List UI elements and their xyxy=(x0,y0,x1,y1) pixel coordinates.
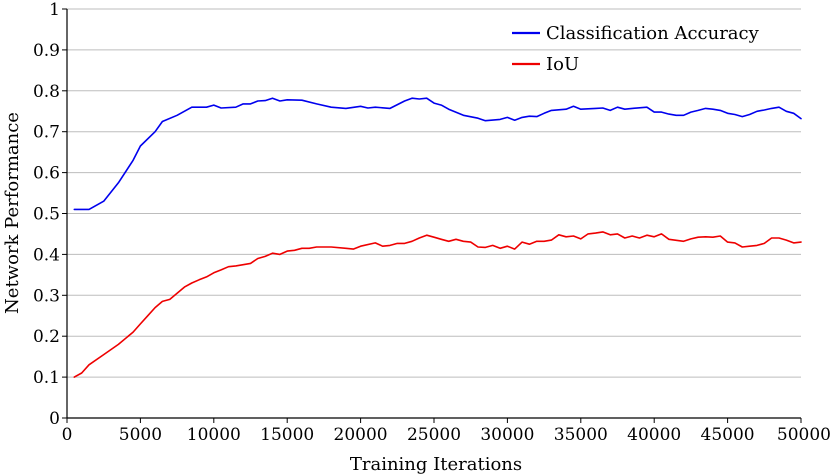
x-tick-label: 30000 xyxy=(480,425,534,445)
series-line-classification-accuracy xyxy=(73,97,802,211)
series-line-iou xyxy=(73,231,802,378)
x-tick-label: 5000 xyxy=(119,425,162,445)
x-axis-title: Training Iterations xyxy=(350,454,522,475)
gridlines xyxy=(67,8,801,378)
y-tick-label: 0.5 xyxy=(33,205,60,225)
legend: Classification Accuracy IoU xyxy=(512,23,760,75)
series-lines xyxy=(73,97,802,378)
y-tick-label: 0.1 xyxy=(33,368,60,388)
y-tick-label: 0.9 xyxy=(33,41,60,61)
x-tick-label: 35000 xyxy=(554,425,608,445)
x-tick-label: 20000 xyxy=(334,425,388,445)
x-tick-labels: 0 5000 10000 15000 20000 25000 30000 35000 40000… xyxy=(62,425,831,445)
y-tick-label: 0.8 xyxy=(33,82,60,102)
y-tick-label: 0.3 xyxy=(33,286,60,306)
y-tick-label: 0.2 xyxy=(33,327,60,347)
x-tick-label: 40000 xyxy=(627,425,681,445)
y-tick-label: 0 xyxy=(49,409,60,429)
y-tick-label: 0.7 xyxy=(33,123,60,143)
y-tick-label: 1 xyxy=(49,0,60,20)
x-tick-label: 25000 xyxy=(407,425,461,445)
x-tick-label: 45000 xyxy=(701,425,755,445)
axes xyxy=(62,8,802,423)
legend-label-iou: IoU xyxy=(546,54,579,75)
x-tick-label: 0 xyxy=(62,425,73,445)
legend-label-accuracy: Classification Accuracy xyxy=(546,23,760,44)
y-tick-label: 0.6 xyxy=(33,164,60,184)
y-tick-label: 0.4 xyxy=(33,245,60,265)
y-axis-title: Network Performance xyxy=(2,112,23,314)
y-tick-labels: 0 0.1 0.2 0.3 0.4 0.5 0.6 0.7 0.8 0.9 1 xyxy=(33,0,60,429)
x-tick-label: 10000 xyxy=(187,425,241,445)
x-tick-label: 15000 xyxy=(260,425,314,445)
x-tick-label: 50000 xyxy=(777,425,831,445)
